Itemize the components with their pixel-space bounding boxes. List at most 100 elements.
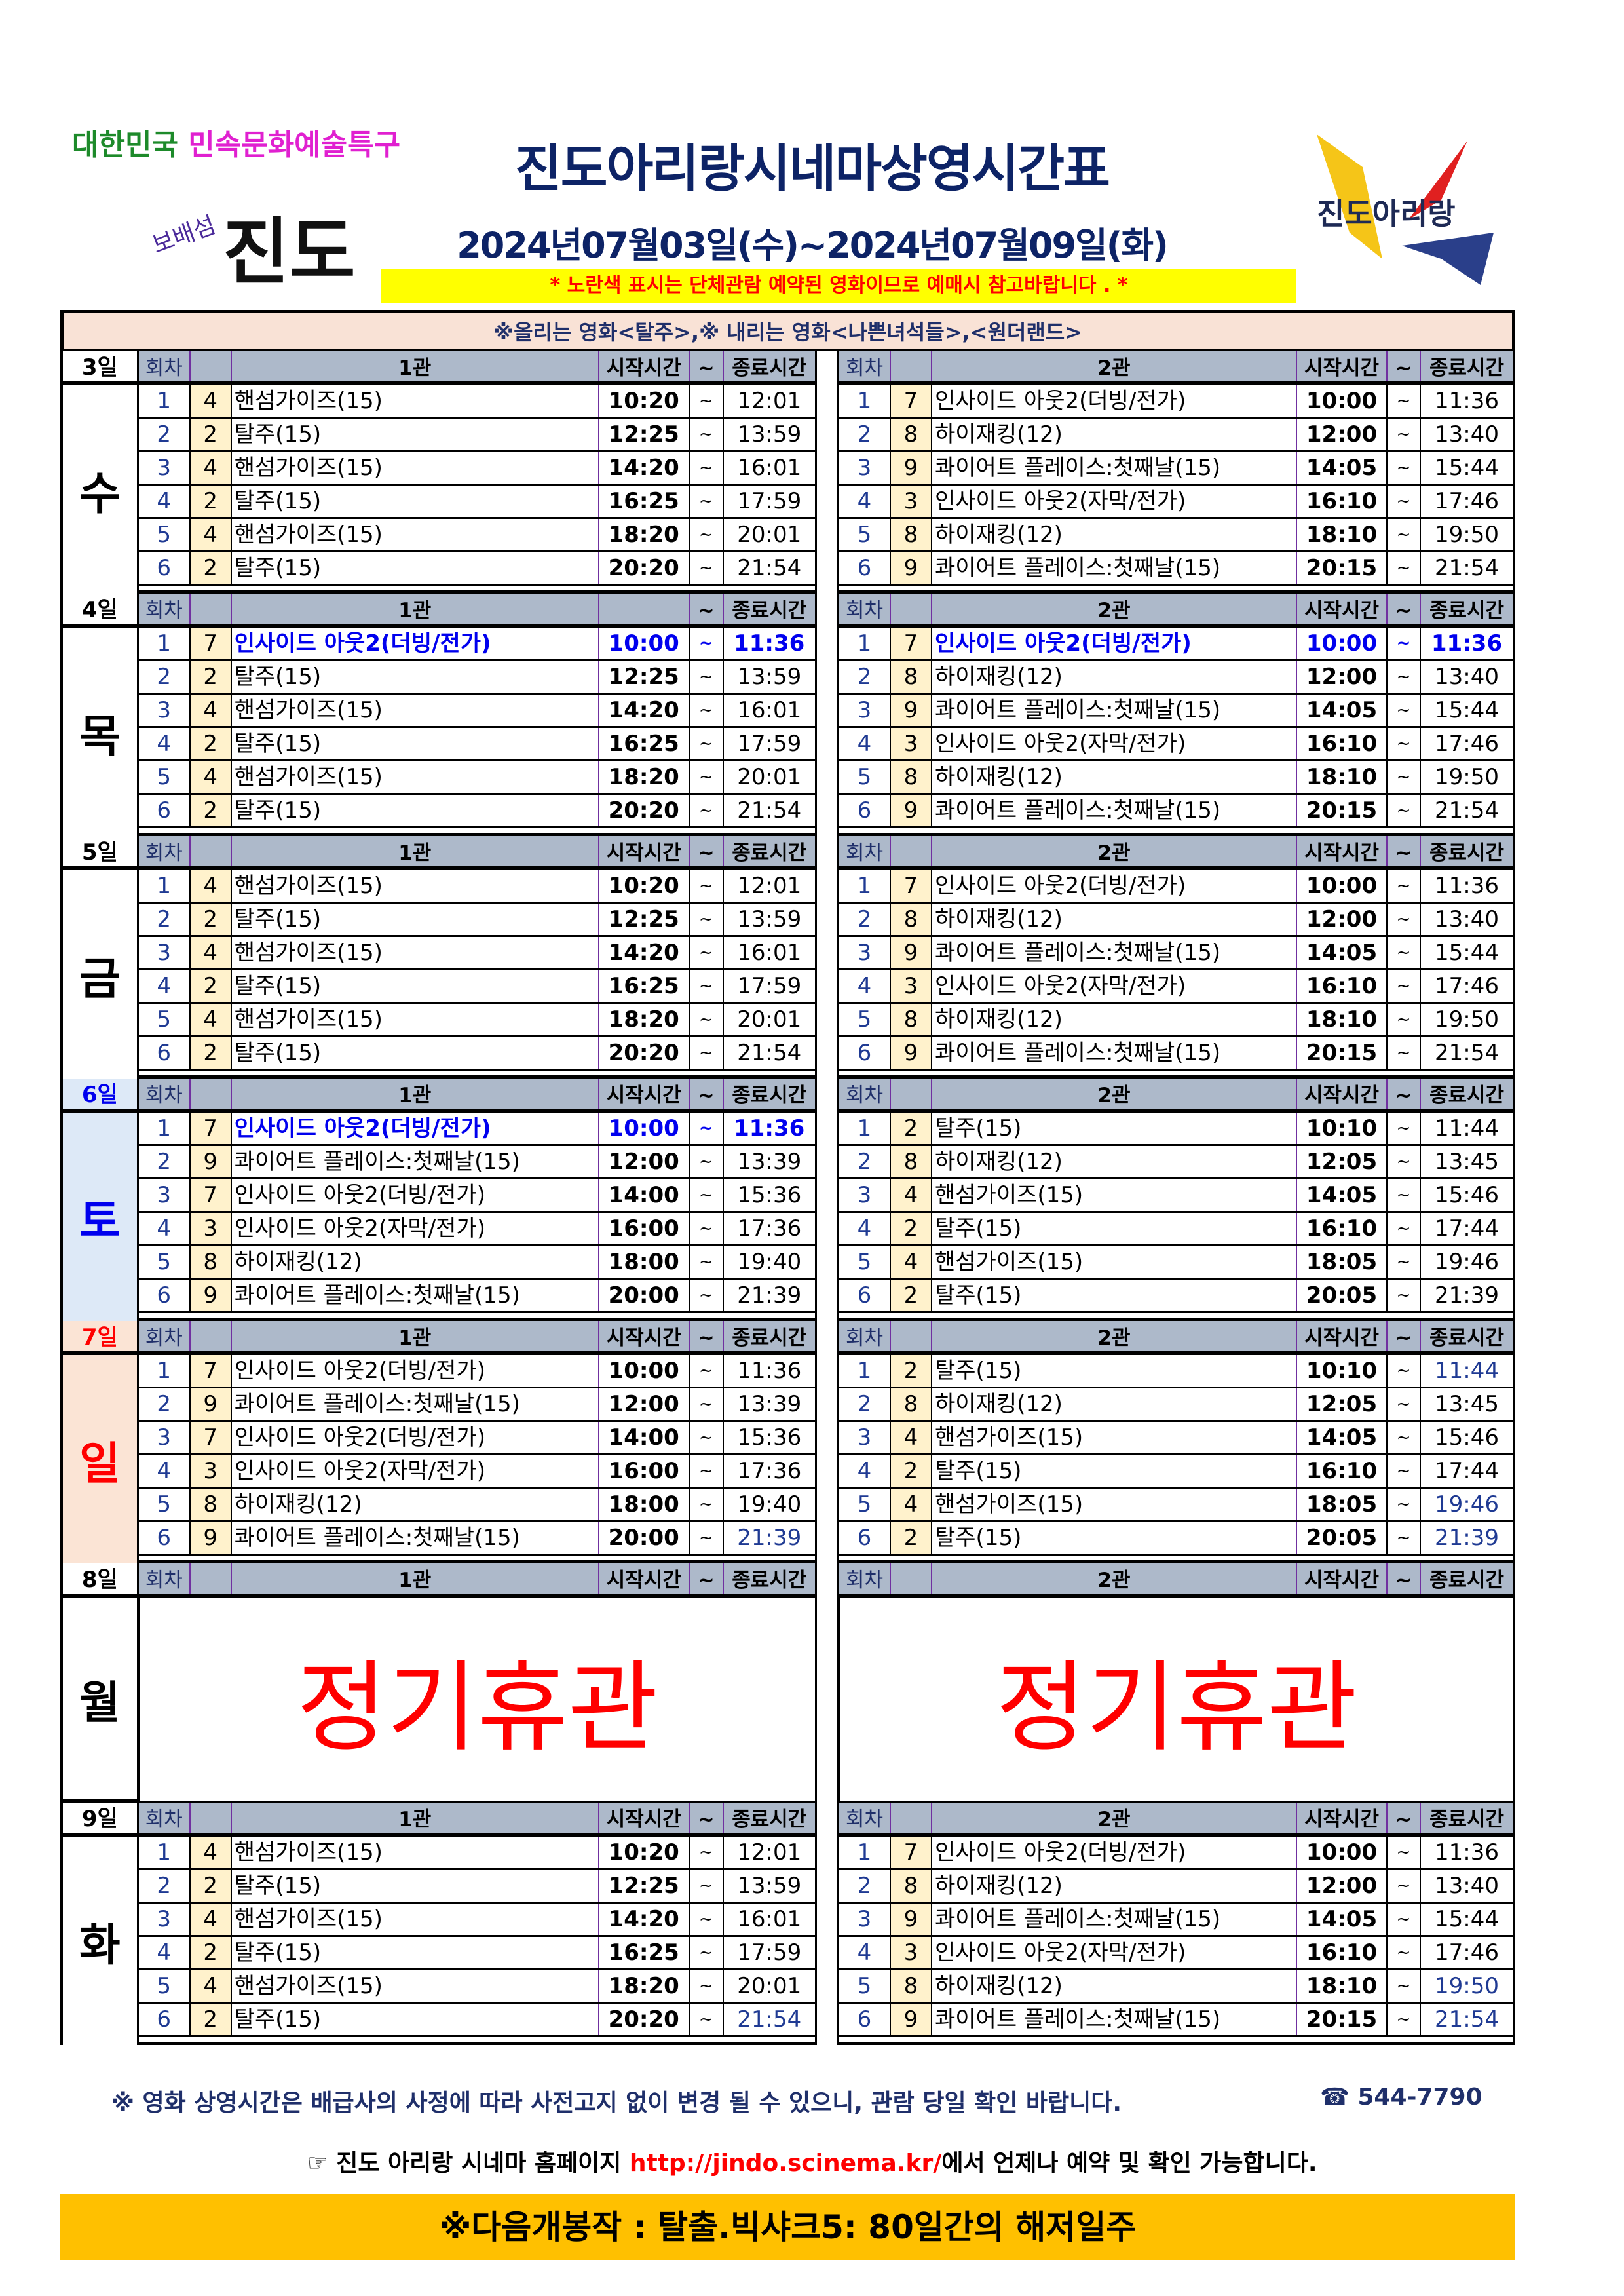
movie-title: 핸섬가이즈(15) [232,870,599,902]
tilde: ~ [1388,695,1421,726]
tilde: ~ [690,1213,724,1244]
end-time: 17:36 [737,1458,802,1484]
tilde: ~ [690,452,724,484]
showtime-row: 1 4 핸섬가이즈(15) 10:20 ~12:01 [138,870,815,904]
phone-number: ☎ 544-7790 [1320,2084,1482,2111]
end-time: 16:01 [737,940,802,966]
movie-title: 인사이드 아웃2(자막/전가) [932,1937,1297,1968]
header-hall-name: 2관 [932,1079,1297,1109]
showtime-row: 2 2 탈주(15) 12:25 ~13:59 [138,661,815,695]
showtime-row: 6 9 콰이어트 플레이스:첫째날(15) 20:00 ~21:39 [138,1522,815,1556]
hall-header-row: 회차 2관 시작시간 ~ 종료시간 [839,351,1513,385]
tilde: ~ [1388,1455,1421,1487]
start-time: 14:05 [1297,452,1388,484]
movie-title: 인사이드 아웃2(자막/전가) [232,1213,599,1244]
header-hall-name: 2관 [932,1563,1297,1594]
showtime-row: 6 9 콰이어트 플레이스:첫째날(15) 20:15 ~21:54 [839,795,1513,828]
showtime-row: 2 2 탈주(15) 12:25 ~13:59 [138,419,815,452]
end-time: 21:54 [1435,797,1499,824]
end-time: 12:01 [737,873,802,899]
showtime-row: 5 4 핸섬가이즈(15) 18:05 ~19:46 [839,1489,1513,1522]
tilde: ~ [690,937,724,968]
movie-title: 핸섬가이즈(15) [232,452,599,484]
round-number: 6 [839,552,891,584]
tilde: ~ [690,419,724,450]
rating-cell: 4 [891,1246,932,1278]
movie-title: 인사이드 아웃2(자막/전가) [932,970,1297,1002]
movie-title: 핸섬가이즈(15) [932,1489,1297,1520]
header-end-time: 종료시간 [1429,1569,1505,1592]
showtime-row: 2 8 하이재킹(12) 12:00 ~13:40 [839,904,1513,937]
block-separator [839,1556,1513,1563]
round-number: 1 [839,1113,891,1144]
round-number: 5 [139,761,191,793]
header-rating-blank [891,1079,932,1109]
start-time: 12:00 [1297,904,1388,935]
header-tilde: ~ [1388,836,1421,866]
end-time: 20:01 [737,1006,802,1033]
tilde: ~ [690,1146,724,1177]
day-weekday: 화 [79,1919,121,1972]
rating-cell: 2 [190,486,232,517]
block-separator [138,2037,815,2045]
tilde: ~ [1388,1422,1421,1453]
next-release-banner: ※다음개봉작 : 탈출.빅샤크5: 80일간의 해저일주 [60,2194,1515,2260]
showtime-row: 4 2 탈주(15) 16:25 ~17:59 [138,970,815,1004]
end-time: 15:46 [1435,1425,1499,1451]
movie-title: 탈주(15) [232,419,599,450]
day-block: 3일 수 회차 1관 시작시간 ~ 종료시간 1 4 핸섬가이즈(15) 10:20 ~12:01 2 2… [60,351,1515,594]
rating-cell: 3 [891,486,932,517]
round-number: 5 [839,761,891,793]
header-hall-name: 1관 [232,1079,599,1109]
homepage-link[interactable]: http://jindo.scinema.kr/ [629,2150,942,2177]
start-time: 14:20 [599,1904,690,1935]
showtime-row: 6 2 탈주(15) 20:05 ~21:39 [839,1280,1513,1313]
showtime-row: 5 8 하이재킹(12) 18:00 ~19:40 [138,1246,815,1280]
end-time: 15:44 [1435,940,1499,966]
round-number: 3 [839,452,891,484]
header-tilde: ~ [690,1563,724,1594]
round-number: 5 [139,1246,191,1278]
round-number: 4 [839,1455,891,1487]
day-block: 9일 화 회차 1관 시작시간 ~ 종료시간 1 4 핸섬가이즈(15) 10:20 ~12:01 2 2… [60,1803,1515,2045]
header-rating-blank [891,594,932,624]
start-time: 10:10 [1297,1113,1388,1144]
end-time: 13:59 [737,1873,802,1899]
schedule-change-notice: ※ 영화 상영시간은 배급사의 사정에 따라 사전고지 없이 변경 될 수 있으… [111,2090,1122,2116]
movie-change-notice: ※올리는 영화<탈주>,※ 내리는 영화<나쁜녀석들>,<원더랜드> [60,310,1515,351]
start-time: 12:00 [599,1388,690,1420]
showtime-row: 2 8 하이재킹(12) 12:00 ~13:40 [839,419,1513,452]
round-number: 2 [139,419,191,450]
header-tilde: ~ [690,1803,724,1833]
movie-title: 콰이어트 플레이스:첫째날(15) [232,1280,599,1311]
showtime-row: 4 3 인사이드 아웃2(자막/전가) 16:10 ~17:46 [839,970,1513,1004]
showtime-row: 1 4 핸섬가이즈(15) 10:20 ~12:01 [138,385,815,419]
showtime-row: 1 4 핸섬가이즈(15) 10:20 ~12:01 [138,1837,815,1870]
rating-cell: 4 [190,385,232,417]
start-time: 18:05 [1297,1246,1388,1278]
start-time: 12:25 [599,1870,690,1902]
rating-cell: 9 [891,1904,932,1935]
day-date: 9일 [63,1803,137,1837]
start-time: 18:20 [599,761,690,793]
movie-title: 탈주(15) [932,1280,1297,1311]
start-time: 16:00 [599,1455,690,1487]
rating-cell: 2 [190,904,232,935]
end-time: 17:46 [1435,1940,1499,1966]
day-date: 3일 [63,351,137,385]
tilde: ~ [690,1970,724,2002]
rating-cell: 8 [891,1870,932,1902]
round-number: 4 [839,728,891,759]
start-time: 10:00 [1297,628,1388,659]
header-hall-name: 2관 [932,1321,1297,1351]
tilde: ~ [690,970,724,1002]
showtime-row: 1 7 인사이드 아웃2(더빙/전가) 10:00 ~11:36 [138,1113,815,1146]
start-time: 14:00 [599,1422,690,1453]
tilde: ~ [1388,661,1421,693]
header-tilde: ~ [1388,1563,1421,1594]
end-time: 13:59 [737,421,802,448]
round-number: 2 [839,904,891,935]
round-number: 3 [139,1904,191,1935]
movie-title: 탈주(15) [932,1113,1297,1144]
ribbon-icon [1317,134,1494,285]
